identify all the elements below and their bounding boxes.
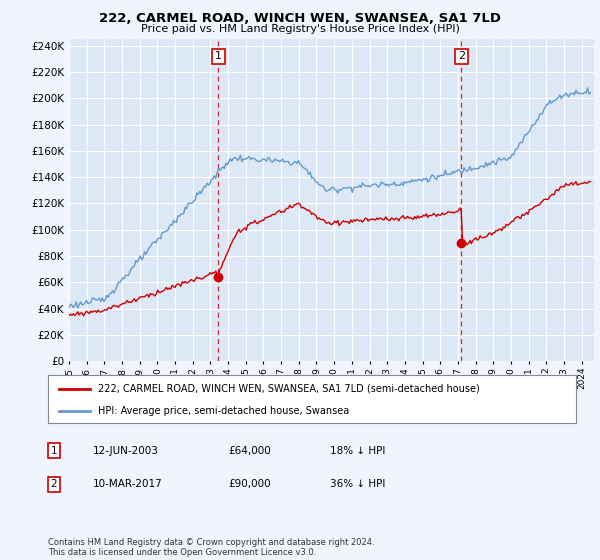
Text: Contains HM Land Registry data © Crown copyright and database right 2024.
This d: Contains HM Land Registry data © Crown c… xyxy=(48,538,374,557)
Text: 1: 1 xyxy=(50,446,58,456)
Text: Price paid vs. HM Land Registry's House Price Index (HPI): Price paid vs. HM Land Registry's House … xyxy=(140,24,460,34)
Text: £90,000: £90,000 xyxy=(228,479,271,489)
Text: 2: 2 xyxy=(458,52,465,61)
Text: 10-MAR-2017: 10-MAR-2017 xyxy=(93,479,163,489)
Text: 12-JUN-2003: 12-JUN-2003 xyxy=(93,446,159,456)
Text: 1: 1 xyxy=(215,52,222,61)
Text: 2: 2 xyxy=(50,479,58,489)
Text: 222, CARMEL ROAD, WINCH WEN, SWANSEA, SA1 7LD: 222, CARMEL ROAD, WINCH WEN, SWANSEA, SA… xyxy=(99,12,501,25)
Text: 18% ↓ HPI: 18% ↓ HPI xyxy=(330,446,385,456)
Text: £64,000: £64,000 xyxy=(228,446,271,456)
Text: HPI: Average price, semi-detached house, Swansea: HPI: Average price, semi-detached house,… xyxy=(98,406,349,416)
Text: 36% ↓ HPI: 36% ↓ HPI xyxy=(330,479,385,489)
Text: 222, CARMEL ROAD, WINCH WEN, SWANSEA, SA1 7LD (semi-detached house): 222, CARMEL ROAD, WINCH WEN, SWANSEA, SA… xyxy=(98,384,480,394)
